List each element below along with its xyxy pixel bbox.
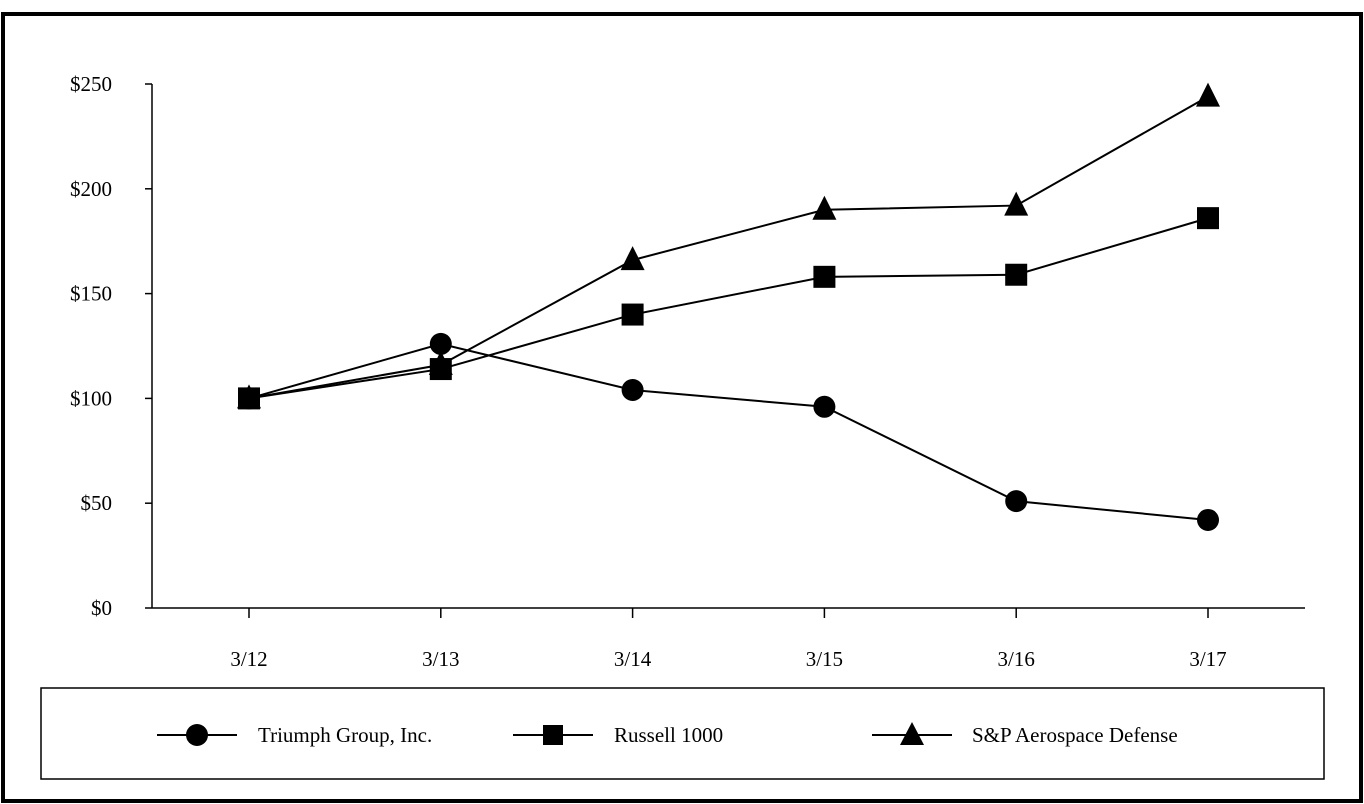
- x-tick-label: 3/15: [806, 647, 843, 671]
- legend-label-triumph: Triumph Group, Inc.: [258, 723, 432, 747]
- x-tick-label: 3/16: [998, 647, 1035, 671]
- data-point-circle: [621, 379, 644, 402]
- data-point-circle: [1005, 490, 1028, 513]
- x-tick-label: 3/14: [614, 647, 652, 671]
- legend-triangle-marker-icon: [900, 722, 924, 745]
- y-tick-label: $150: [70, 282, 112, 306]
- legend-item-russell: Russell 1000: [513, 723, 723, 747]
- y-axis-ticks: $0 $50 $100 $150 $200 $250: [70, 72, 152, 620]
- series-line: [248, 342, 1209, 521]
- y-tick-label: $200: [70, 177, 112, 201]
- data-point-triangle: [1196, 82, 1220, 107]
- data-point-triangle: [428, 350, 453, 375]
- series-circle: [248, 342, 1209, 521]
- data-point-triangle: [812, 195, 837, 220]
- y-tick-label: $250: [70, 72, 112, 96]
- series-markers-triangle: [237, 82, 1220, 409]
- series-square: [248, 217, 1209, 400]
- x-axis-ticks: 3/12 3/13 3/14 3/15 3/16 3/17: [230, 608, 1227, 671]
- x-tick-label: 3/13: [422, 647, 459, 671]
- x-tick-label: 3/17: [1189, 647, 1226, 671]
- legend-square-marker-icon: [543, 725, 563, 745]
- series-line: [248, 217, 1209, 400]
- data-point-circle: [813, 395, 836, 418]
- legend-label-sp-aerospace: S&P Aerospace Defense: [972, 723, 1178, 747]
- legend-box: [40, 687, 1325, 780]
- y-tick-label: $0: [91, 596, 112, 620]
- series-triangle: [248, 95, 1209, 400]
- chart-border: [1, 12, 1363, 803]
- legend-item-sp-aerospace: S&P Aerospace Defense: [872, 722, 1178, 747]
- y-tick-label: $50: [81, 491, 113, 515]
- x-tick-label: 3/12: [230, 647, 267, 671]
- data-point-triangle: [1004, 191, 1029, 216]
- data-point-square: [621, 303, 644, 326]
- y-tick-label: $100: [70, 386, 112, 410]
- data-point-circle: [429, 332, 452, 355]
- legend-label-russell: Russell 1000: [614, 723, 723, 747]
- data-point-circle: [1197, 508, 1219, 531]
- data-point-square: [813, 265, 836, 288]
- legend-item-triumph: Triumph Group, Inc.: [157, 723, 432, 747]
- legend-circle-marker-icon: [186, 724, 208, 746]
- data-point-triangle: [237, 384, 261, 409]
- series-line: [248, 95, 1209, 400]
- data-point-square: [1197, 207, 1219, 230]
- data-point-square: [1005, 263, 1028, 286]
- data-point-triangle: [620, 246, 645, 271]
- series-layer: [237, 82, 1220, 531]
